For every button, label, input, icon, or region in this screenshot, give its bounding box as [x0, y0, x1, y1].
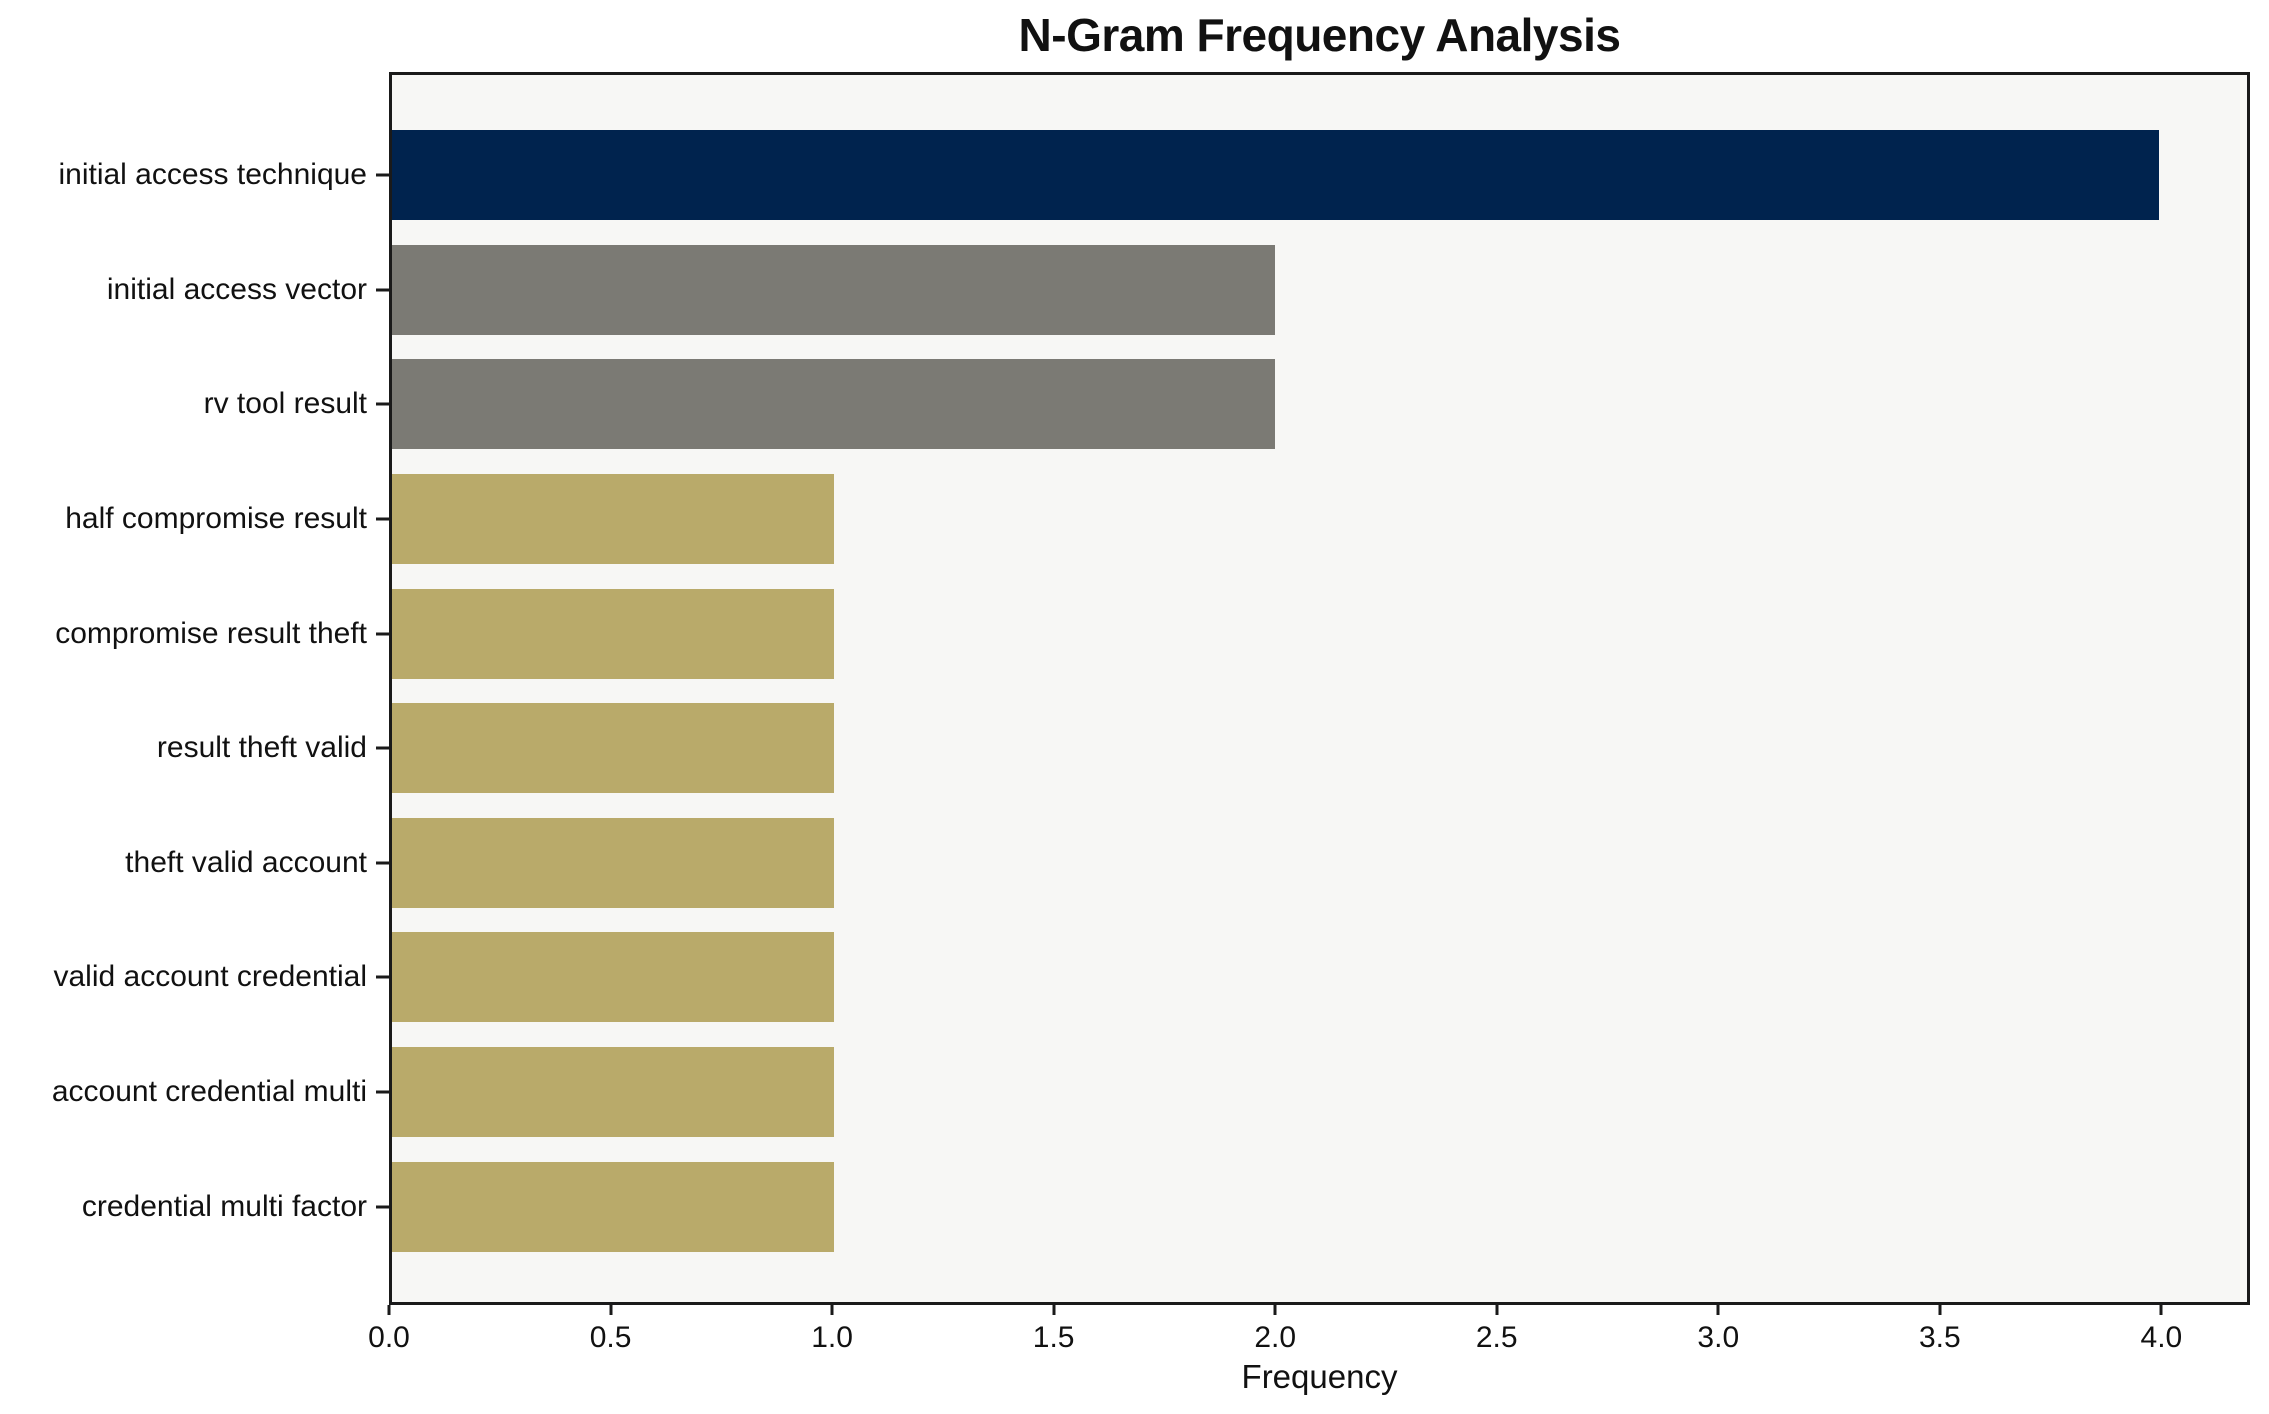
- y-axis-tick: [376, 173, 389, 177]
- y-axis-tick: [376, 975, 389, 979]
- y-axis-tick: [376, 288, 389, 292]
- x-axis-tick: [830, 1305, 834, 1315]
- y-axis-tick: [376, 1205, 389, 1209]
- bar-row: valid account credential: [53, 920, 2247, 1035]
- bar: [392, 1161, 834, 1252]
- x-axis-tick: [1273, 1305, 1277, 1315]
- x-axis: 0.0 0.5 1.0 1.5 2.0 2.5 3.0 3.5 4.0: [368, 1305, 2250, 1365]
- x-axis-tick-label: 1.5: [1032, 1321, 1075, 1354]
- chart-title: N-Gram Frequency Analysis: [1018, 9, 1621, 61]
- bar-row: half compromise result: [65, 462, 2247, 577]
- x-axis-tick-label: 3.0: [1697, 1321, 1740, 1354]
- y-axis-tick: [376, 517, 389, 521]
- y-axis-label: valid account credential: [53, 960, 367, 994]
- bar-row: theft valid account: [125, 806, 2247, 921]
- bar-row: initial access technique: [58, 118, 2247, 233]
- y-axis-tick: [376, 632, 389, 636]
- bar-row: initial access vector: [107, 233, 2247, 348]
- bar: [392, 474, 834, 565]
- bar: [392, 703, 834, 794]
- x-axis-tick: [1716, 1305, 1720, 1315]
- bars-container: initial access technique initial access v…: [52, 75, 2247, 1302]
- y-axis-label: result theft valid: [156, 731, 367, 765]
- x-axis-tick-label: 2.5: [1475, 1321, 1518, 1354]
- x-axis-tick: [1495, 1305, 1499, 1315]
- bar: [392, 932, 834, 1023]
- bar: [392, 1047, 834, 1138]
- bar: [392, 244, 1276, 335]
- y-axis-label: account credential multi: [51, 1075, 367, 1109]
- bar: [392, 130, 2159, 221]
- x-axis-tick: [609, 1305, 613, 1315]
- bar-row: result theft valid: [157, 691, 2247, 806]
- x-axis-tick-label: 0.5: [589, 1321, 632, 1354]
- bar: [392, 817, 834, 908]
- x-axis-tick: [2159, 1305, 2163, 1315]
- x-axis-tick-label: 1.0: [811, 1321, 853, 1354]
- x-axis-tick-label: 4.0: [2140, 1321, 2183, 1354]
- y-axis-tick: [376, 402, 389, 406]
- y-axis-label: rv tool result: [203, 387, 367, 421]
- y-axis-label: compromise result theft: [55, 616, 367, 650]
- bar-row: account credential multi: [52, 1035, 2247, 1150]
- bar: [392, 359, 1276, 450]
- x-axis-tick-label: 0.0: [368, 1321, 410, 1354]
- y-axis-label: initial access technique: [58, 158, 367, 192]
- y-axis-label: half compromise result: [65, 502, 367, 536]
- x-axis-tick-label: 2.0: [1254, 1321, 1297, 1354]
- plot-area: initial access technique initial access v…: [52, 72, 2250, 1305]
- bar: [392, 588, 834, 679]
- y-axis-label: credential multi factor: [81, 1189, 367, 1223]
- x-axis-tick-label: 3.5: [1918, 1321, 1961, 1354]
- y-axis-tick: [376, 861, 389, 865]
- y-axis-label: theft valid account: [125, 845, 367, 879]
- bar-row: rv tool result: [204, 347, 2247, 462]
- x-axis-tick: [387, 1305, 391, 1315]
- bar-row: compromise result theft: [55, 576, 2247, 691]
- x-axis-title: Frequency: [1241, 1358, 1398, 1395]
- y-axis-tick: [376, 1090, 389, 1094]
- x-axis-tick: [1052, 1305, 1056, 1315]
- x-axis-tick: [1938, 1305, 1942, 1315]
- bar-row: credential multi factor: [82, 1149, 2247, 1264]
- y-axis-label: initial access vector: [106, 272, 367, 306]
- y-axis-tick: [376, 746, 389, 750]
